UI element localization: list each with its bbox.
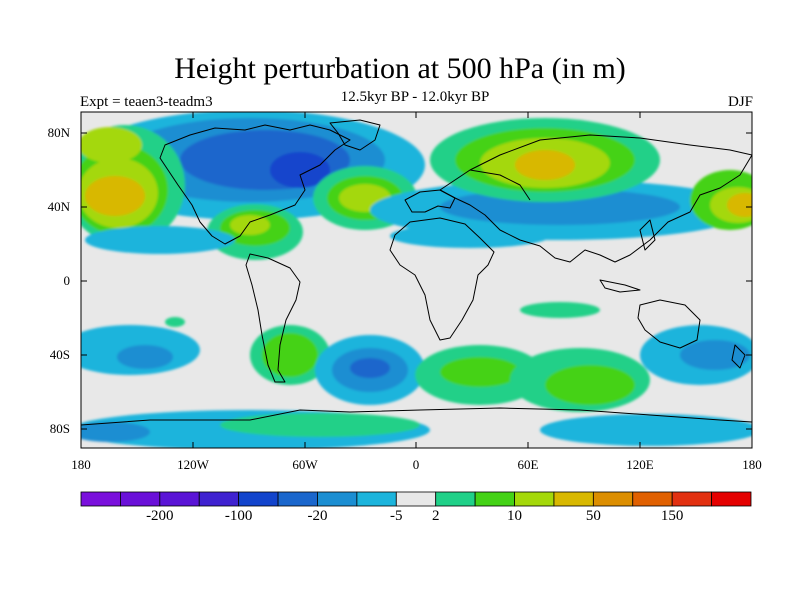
coastlines — [81, 119, 752, 426]
colorbar-swatch — [198, 491, 240, 507]
colorbar-swatch — [80, 491, 121, 507]
plot-title: Height perturbation at 500 hPa (in m) — [174, 52, 626, 85]
colorbar-swatch — [514, 491, 555, 507]
colorbar-swatch — [395, 491, 437, 507]
colorbar — [80, 491, 752, 507]
lat-label-40s: 40S — [49, 347, 70, 362]
lat-label-80s: 80S — [49, 421, 70, 436]
colorbar-swatch — [632, 491, 673, 507]
experiment-label: Expt = teaen3-teadm3 — [80, 94, 213, 110]
season-label: DJF — [727, 94, 753, 110]
lon-label-120w: 120W — [177, 457, 209, 472]
lon-label-60w: 60W — [292, 457, 318, 472]
colorbar-swatch — [317, 491, 358, 507]
lat-label-80n: 80N — [47, 125, 70, 140]
colorbar-swatch — [592, 491, 634, 507]
colorbar-label: 150 — [660, 508, 684, 524]
colorbar-swatch — [671, 491, 712, 507]
colorbar-label: 50 — [585, 508, 601, 524]
lon-label-180w: 180 — [71, 457, 91, 472]
lon-label-60e: 60E — [517, 457, 539, 472]
colorbar-swatch — [120, 491, 161, 507]
lat-label-40n: 40N — [47, 199, 70, 214]
axis-ticks — [81, 112, 752, 448]
colorbar-swatch — [238, 491, 279, 507]
colorbar-label: 2 — [431, 508, 440, 524]
colorbar-swatch — [474, 491, 515, 507]
plot-subtitle: 12.5kyr BP - 12.0kyr BP — [340, 89, 490, 105]
colorbar-label: -20 — [307, 508, 328, 524]
lon-label-180e: 180 — [742, 457, 762, 472]
lat-label-0: 0 — [63, 273, 71, 288]
colorbar-swatch — [711, 491, 752, 507]
colorbar-label: -5 — [390, 508, 403, 524]
lon-label-0: 0 — [412, 457, 420, 472]
colorbar-label: 10 — [507, 508, 523, 524]
colorbar-swatch — [356, 491, 397, 507]
colorbar-label: -100 — [224, 508, 253, 524]
colorbar-label: -200 — [146, 508, 174, 524]
shaded-field — [81, 112, 752, 448]
colorbar-swatch — [277, 491, 318, 507]
colorbar-swatch — [553, 491, 594, 507]
colorbar-swatch — [159, 491, 200, 507]
colorbar-swatch — [435, 491, 476, 507]
lon-label-120e: 120E — [626, 457, 654, 472]
